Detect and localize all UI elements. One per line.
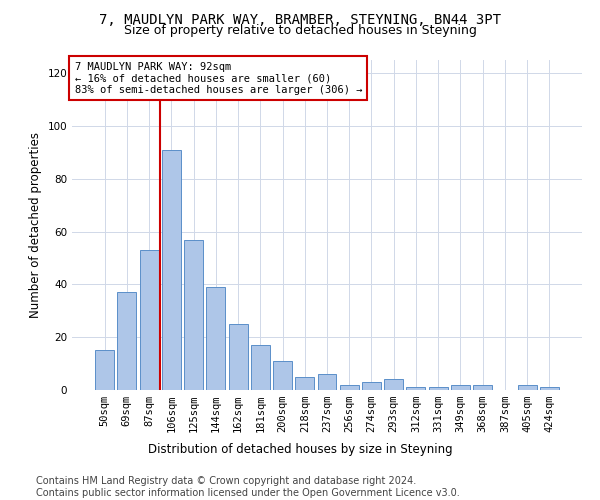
- Bar: [162, 150, 181, 390]
- Bar: [206, 287, 225, 390]
- Bar: [140, 250, 158, 390]
- Text: 7, MAUDLYN PARK WAY, BRAMBER, STEYNING, BN44 3PT: 7, MAUDLYN PARK WAY, BRAMBER, STEYNING, …: [99, 12, 501, 26]
- Text: Distribution of detached houses by size in Steyning: Distribution of detached houses by size …: [148, 442, 452, 456]
- Bar: [518, 384, 536, 390]
- Bar: [384, 380, 403, 390]
- Text: 7 MAUDLYN PARK WAY: 92sqm
← 16% of detached houses are smaller (60)
83% of semi-: 7 MAUDLYN PARK WAY: 92sqm ← 16% of detac…: [74, 62, 362, 95]
- Bar: [451, 384, 470, 390]
- Bar: [273, 361, 292, 390]
- Bar: [473, 384, 492, 390]
- Bar: [184, 240, 203, 390]
- Y-axis label: Number of detached properties: Number of detached properties: [29, 132, 42, 318]
- Bar: [340, 384, 359, 390]
- Bar: [317, 374, 337, 390]
- Bar: [540, 388, 559, 390]
- Bar: [362, 382, 381, 390]
- Bar: [295, 377, 314, 390]
- Bar: [118, 292, 136, 390]
- Bar: [95, 350, 114, 390]
- Text: Contains HM Land Registry data © Crown copyright and database right 2024.
Contai: Contains HM Land Registry data © Crown c…: [36, 476, 460, 498]
- Bar: [429, 388, 448, 390]
- Bar: [251, 345, 270, 390]
- Bar: [406, 388, 425, 390]
- Bar: [229, 324, 248, 390]
- Text: Size of property relative to detached houses in Steyning: Size of property relative to detached ho…: [124, 24, 476, 37]
